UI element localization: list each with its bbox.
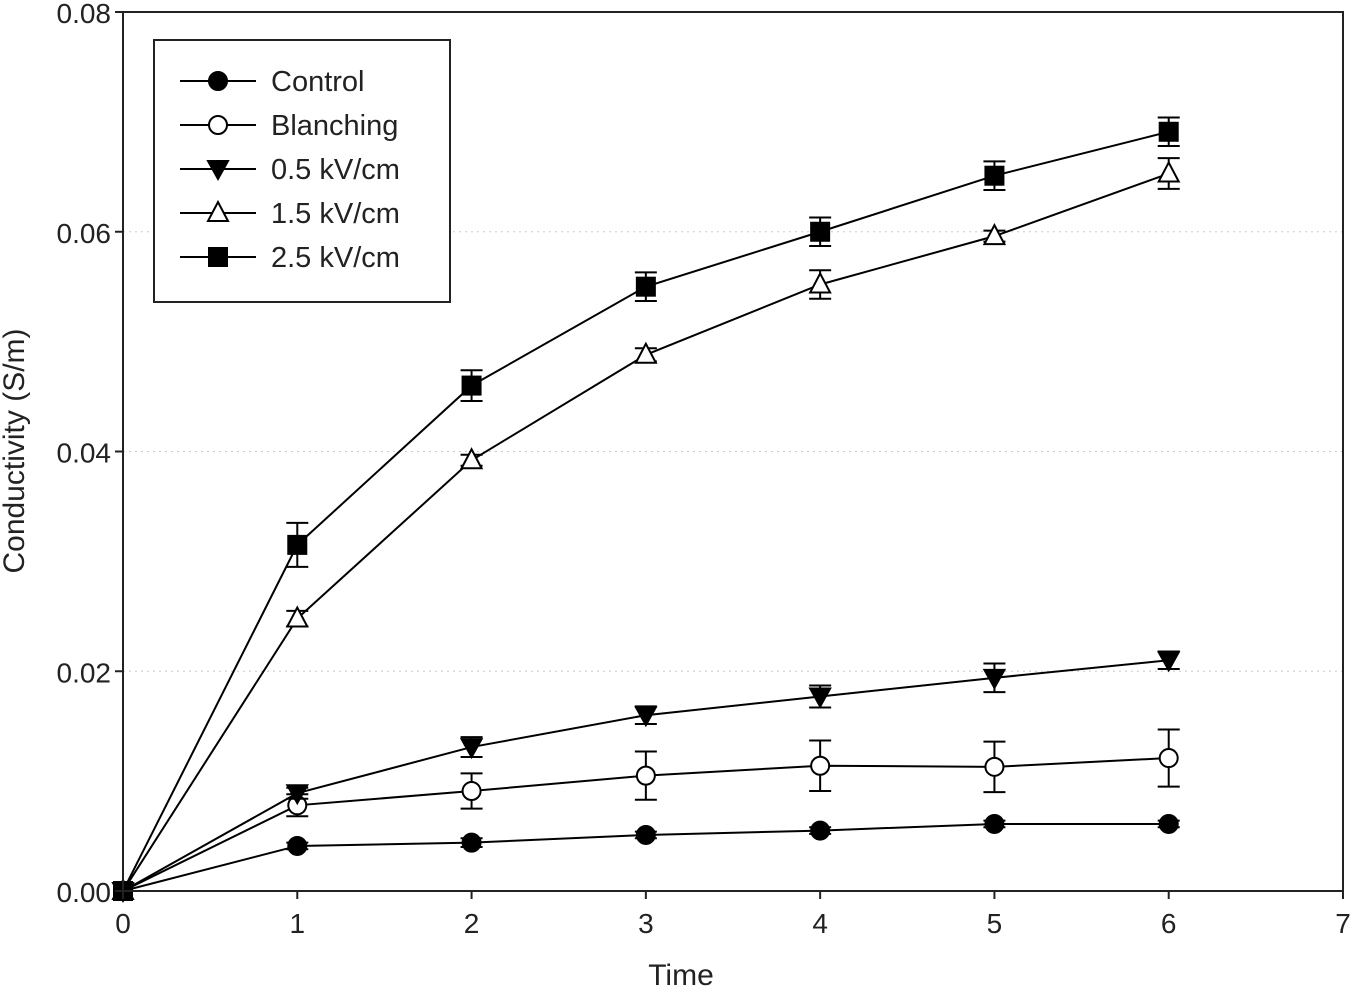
- data-point: [984, 756, 1005, 777]
- data-point: [1157, 651, 1181, 673]
- x-tick-label: 0: [115, 908, 131, 939]
- data-point: [982, 222, 1007, 246]
- x-tick-label: 5: [987, 908, 1003, 939]
- axes: 0.00 0.02 0.04 0.06 0.08 0 1 2 3 4 5 6 7: [57, 0, 1351, 939]
- data-point: [984, 165, 1005, 186]
- legend: Control Blanching 0.5 kV/cm 1.5 kV/cm 2.5 kV…: [153, 39, 451, 303]
- data-point: [635, 824, 656, 845]
- x-tick-label: 4: [812, 908, 828, 939]
- data-point: [810, 221, 831, 242]
- y-tick-label: 0.08: [57, 0, 112, 29]
- y-tick-label: 0.04: [57, 438, 112, 469]
- y-tick-label: 0.00: [57, 877, 112, 908]
- data-point: [461, 781, 482, 802]
- data-point: [1158, 813, 1179, 834]
- series-group: [111, 116, 1181, 904]
- legend-label: 2.5 kV/cm: [271, 242, 400, 274]
- data-point: [634, 706, 658, 728]
- legend-marker: [206, 160, 230, 182]
- data-point: [1158, 748, 1179, 769]
- legend-marker: [206, 199, 230, 222]
- x-tick-label: 7: [1335, 908, 1351, 939]
- y-axis-label: Conductivity (S/m): [0, 328, 31, 573]
- legend-box: [153, 39, 451, 303]
- y-tick-label: 0.02: [57, 657, 112, 688]
- data-point: [808, 687, 832, 709]
- data-point: [287, 534, 308, 555]
- legend-label: Control: [271, 66, 365, 98]
- data-point: [461, 375, 482, 396]
- legend-label: 1.5 kV/cm: [271, 198, 400, 230]
- data-point: [635, 765, 656, 786]
- data-point: [1157, 160, 1181, 183]
- y-tick-label: 0.06: [57, 218, 112, 249]
- data-point: [461, 832, 482, 853]
- data-point: [810, 820, 831, 841]
- data-point: [459, 447, 484, 470]
- x-tick-label: 1: [289, 908, 305, 939]
- x-tick-label: 3: [638, 908, 654, 939]
- data-point: [984, 813, 1005, 834]
- data-point: [634, 341, 658, 364]
- series-control: [113, 813, 1180, 901]
- legend-marker: [208, 247, 228, 267]
- data-point: [635, 276, 656, 297]
- x-tick-label: 6: [1161, 908, 1177, 939]
- series-2-5-kv-cm: [113, 116, 1180, 901]
- data-point: [982, 668, 1007, 690]
- data-point: [285, 605, 309, 628]
- series-0-5-kv-cm: [111, 650, 1181, 904]
- data-point: [459, 738, 484, 760]
- legend-label: Blanching: [271, 110, 398, 142]
- legend-label: 0.5 kV/cm: [271, 154, 400, 186]
- data-point: [808, 271, 832, 294]
- series-blanching: [113, 728, 1180, 901]
- data-point: [1158, 121, 1179, 142]
- legend-marker: [208, 115, 228, 135]
- x-axis-label: Time: [648, 959, 714, 988]
- data-point: [810, 755, 831, 776]
- x-tick-label: 2: [464, 908, 480, 939]
- data-point: [287, 835, 308, 856]
- data-point: [285, 784, 309, 806]
- legend-marker: [208, 71, 228, 91]
